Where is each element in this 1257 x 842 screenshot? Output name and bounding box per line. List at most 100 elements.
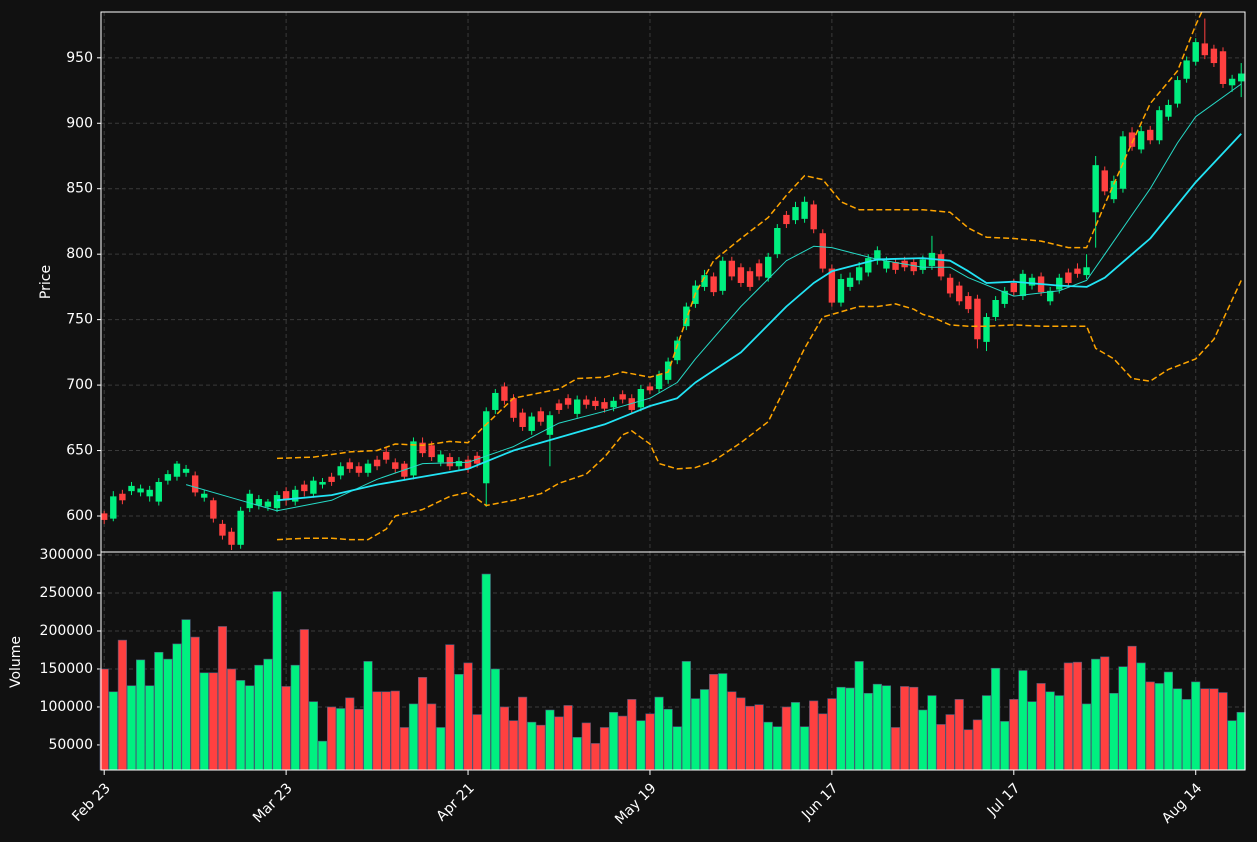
volume-bar <box>1063 662 1073 771</box>
volume-bar <box>927 695 937 771</box>
candle-body <box>1165 104 1172 117</box>
volume-bar <box>290 664 300 771</box>
y-tick-label: 300000 <box>40 547 93 563</box>
candle-body <box>965 296 972 310</box>
volume-bar <box>972 719 982 771</box>
volume-bar <box>463 662 473 771</box>
candle-body <box>1046 290 1054 302</box>
candle-body <box>337 466 344 476</box>
volume-bar <box>145 685 155 771</box>
y-tick-label: 850 <box>66 181 93 197</box>
candle-body <box>228 531 235 545</box>
candle-body <box>1174 80 1181 104</box>
volume-bar <box>1018 670 1028 771</box>
candle-body <box>646 386 654 391</box>
candle-body <box>919 259 927 270</box>
overlay-line <box>185 83 1242 512</box>
candle-body <box>1110 180 1118 200</box>
candle-body <box>810 204 817 230</box>
volume-bar <box>317 740 328 771</box>
candle-body <box>419 442 426 454</box>
volume-bar <box>918 709 928 771</box>
candle-body <box>292 489 299 502</box>
volume-bar <box>408 703 419 771</box>
candle-body <box>1183 60 1190 79</box>
candle-body <box>137 488 144 493</box>
candle-body <box>801 201 808 219</box>
volume-bar <box>1172 688 1183 771</box>
volume-bar <box>208 672 218 771</box>
volume-bar <box>836 686 846 771</box>
volume-bar <box>499 706 509 771</box>
candle-body <box>201 493 208 498</box>
overlay-line <box>276 12 1203 460</box>
volume-bar <box>417 677 428 771</box>
candle-body <box>1156 110 1163 141</box>
candle-body <box>837 279 845 303</box>
volume-bar <box>645 713 655 771</box>
volume-bar <box>136 659 146 771</box>
candle-body <box>1065 272 1072 283</box>
candle-body <box>983 317 990 342</box>
volume-bar <box>954 699 964 771</box>
overlay-line <box>276 280 1242 541</box>
candle-body <box>974 298 981 340</box>
candle-body <box>1101 170 1108 192</box>
y-tick-label: 650 <box>66 443 93 459</box>
candle-body <box>310 480 317 494</box>
candle-body <box>110 496 117 519</box>
candle-body <box>792 207 799 221</box>
candle-body <box>473 455 481 464</box>
volume-bar <box>1236 711 1246 771</box>
volume-bar <box>1091 658 1101 771</box>
volume-bar <box>763 721 773 771</box>
volume-bar <box>436 727 446 771</box>
candle-body <box>1137 131 1145 150</box>
candle-body <box>328 476 335 482</box>
candle-body <box>710 276 717 293</box>
volume-bar <box>272 591 282 771</box>
volume-bar <box>1182 699 1192 771</box>
volume-bar <box>854 661 864 771</box>
candle-body <box>828 268 836 303</box>
volume-bar <box>390 690 400 771</box>
volume-bar <box>1000 721 1010 771</box>
candle-body <box>937 254 945 277</box>
candle-body <box>1219 51 1227 84</box>
volume-bar <box>217 626 228 771</box>
candle-body <box>1083 267 1090 276</box>
volume-bar <box>654 696 664 771</box>
candle-body <box>1201 43 1209 56</box>
volume-bar <box>1163 671 1174 771</box>
candle-body <box>1192 42 1199 62</box>
candle-body <box>246 493 253 509</box>
volume-bar <box>1154 683 1164 771</box>
candle-body <box>382 451 390 460</box>
candle-body <box>683 306 690 327</box>
candle-body <box>119 493 126 501</box>
candle-body <box>637 389 645 408</box>
candle-body <box>992 300 999 318</box>
volume-bar <box>890 727 901 771</box>
volume-bar <box>236 680 246 771</box>
y-axis-label: Volume <box>8 636 24 688</box>
candle-body <box>164 474 172 481</box>
volume-bar <box>1227 720 1237 771</box>
volume-bar <box>336 708 346 771</box>
volume-bar <box>900 686 910 771</box>
volume-bar <box>154 651 164 771</box>
volume-bar <box>126 685 137 771</box>
volume-bar <box>772 726 782 771</box>
volume-bar <box>545 709 555 771</box>
volume-bar <box>599 727 610 771</box>
volume-bar <box>827 698 837 771</box>
volume-bar <box>627 699 637 771</box>
candle-body <box>528 416 535 431</box>
candle-body <box>1001 290 1008 304</box>
volume-bar <box>754 704 764 771</box>
volume-bar <box>618 715 628 771</box>
candle-body <box>846 277 854 287</box>
volume-bar <box>936 724 946 771</box>
volume-bar <box>809 700 819 771</box>
candle-body <box>410 441 417 476</box>
